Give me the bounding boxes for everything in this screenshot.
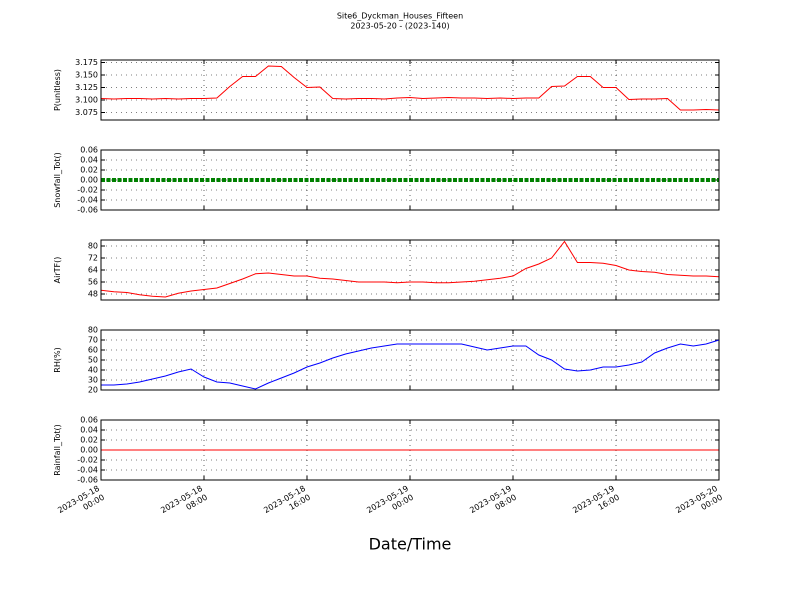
y-tick-label: 48 [88, 290, 98, 299]
x-tick-label: 2023-05-1908:00 [468, 484, 518, 524]
y-tick-label: -0.04 [77, 196, 98, 205]
y-tick-label: 3.175 [75, 58, 98, 67]
y-tick-label: 0.00 [80, 446, 98, 455]
y-tick-label: 3.150 [75, 71, 98, 80]
y-tick-label: 0.06 [80, 416, 98, 425]
y-tick-label: -0.02 [77, 456, 98, 465]
y-axis-label: Rainfall_Tot() [53, 424, 62, 476]
x-tick-label: 2023-05-1916:00 [571, 484, 621, 524]
x-tick-label: 2023-05-1816:00 [262, 484, 312, 524]
y-tick-label: 20 [88, 386, 98, 395]
y-tick-label: 3.125 [75, 83, 98, 92]
y-axis-label: RH(%) [53, 347, 62, 372]
y-tick-label: 0.04 [80, 156, 98, 165]
y-tick-label: -0.02 [77, 186, 98, 195]
y-tick-label: 60 [88, 346, 98, 355]
y-axis-label: P(unitless) [53, 69, 62, 111]
y-tick-label: 3.075 [75, 108, 98, 117]
data-line [101, 339, 720, 390]
x-tick-label: 2023-05-2000:00 [674, 484, 724, 524]
y-tick-label: -0.06 [77, 476, 98, 485]
y-tick-label: 0.00 [80, 176, 98, 185]
y-tick-label: 40 [88, 366, 98, 375]
y-tick-label: 70 [88, 336, 98, 345]
x-tick-label: 2023-05-1800:00 [56, 484, 106, 524]
y-tick-label: 0.02 [80, 166, 98, 175]
data-line [100, 240, 720, 298]
y-axis-label: AirTF() [53, 257, 62, 284]
plot-frame [100, 329, 720, 391]
y-tick-label: 80 [88, 242, 98, 251]
data-line [100, 65, 720, 111]
y-tick-label: 64 [88, 266, 98, 275]
chart-subtitle: 2023-05-20 - (2023-140) [350, 22, 449, 31]
plot-frame [100, 419, 720, 481]
plot-frame [100, 59, 720, 121]
y-tick-label: 30 [88, 376, 98, 385]
y-tick-label: 0.02 [80, 436, 98, 445]
chart-title: Site6_Dyckman_Houses_Fifteen [337, 12, 463, 21]
x-tick-label: 2023-05-1808:00 [159, 484, 209, 524]
x-tick-label: 2023-05-1900:00 [365, 484, 415, 524]
y-axis-label: Snowfall_Tot() [53, 152, 62, 208]
y-tick-label: 0.04 [80, 426, 98, 435]
y-tick-label: 80 [88, 326, 98, 335]
x-axis-label: Date/Time [369, 535, 452, 554]
y-tick-label: 0.06 [80, 146, 98, 155]
y-tick-label: -0.04 [77, 466, 98, 475]
y-tick-label: -0.06 [77, 206, 98, 215]
y-tick-label: 72 [88, 254, 98, 263]
plot-frame [100, 149, 720, 211]
y-tick-label: 56 [88, 278, 98, 287]
y-tick-label: 50 [88, 356, 98, 365]
plot-frame [100, 239, 720, 301]
y-tick-label: 3.100 [75, 96, 98, 105]
